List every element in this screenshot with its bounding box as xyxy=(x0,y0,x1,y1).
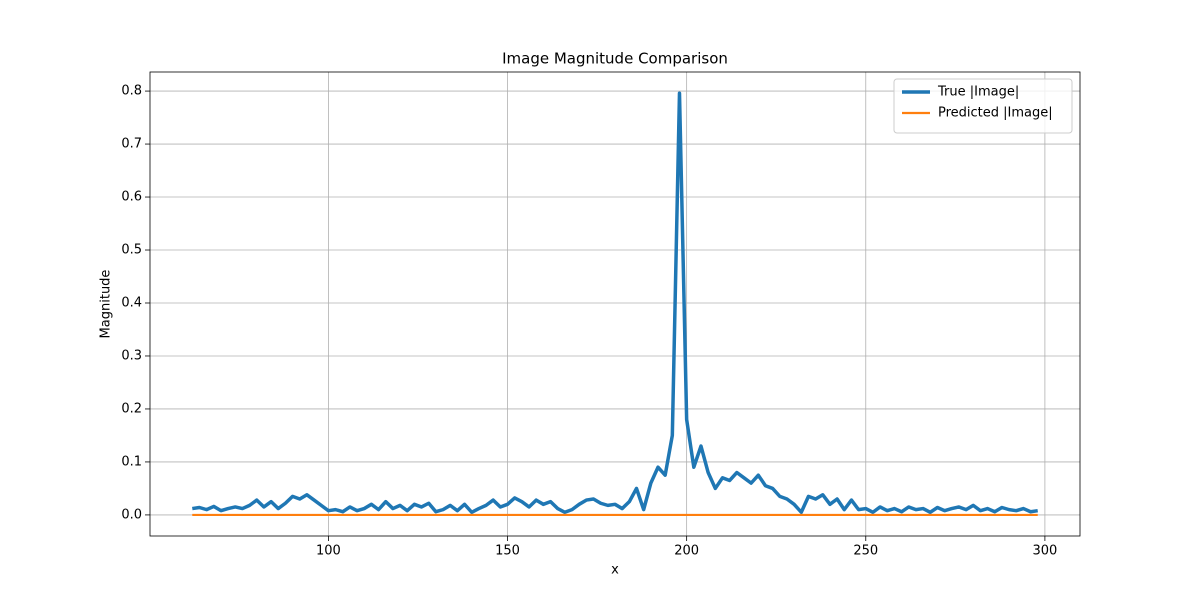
y-axis-label: Magnitude xyxy=(99,270,114,339)
y-tick-label: 0.2 xyxy=(121,401,142,416)
y-tick-label: 0.4 xyxy=(121,295,142,310)
x-tick-label: 250 xyxy=(853,544,878,559)
legend-label: True |Image| xyxy=(937,85,1019,100)
x-tick-label: 300 xyxy=(1032,544,1057,559)
legend-box xyxy=(893,78,1073,134)
chart-title: Image Magnitude Comparison xyxy=(502,50,728,68)
x-tick-label: 150 xyxy=(495,544,520,559)
data-line xyxy=(192,91,1038,515)
y-tick-label: 0.8 xyxy=(121,84,142,99)
plot-frame xyxy=(149,71,1081,537)
legend-label: Predicted |Image| xyxy=(938,106,1053,121)
x-tick-label: 100 xyxy=(316,544,341,559)
y-tick-label: 0.1 xyxy=(121,454,142,469)
y-tick-label: 0.3 xyxy=(121,348,142,363)
y-tick-label: 0.6 xyxy=(121,190,142,205)
y-tick-label: 0.5 xyxy=(121,243,142,258)
x-axis-label: x xyxy=(611,563,619,578)
y-tick-label: 0.0 xyxy=(121,507,142,522)
y-tick-label: 0.7 xyxy=(121,137,142,152)
x-tick-label: 200 xyxy=(674,544,699,559)
